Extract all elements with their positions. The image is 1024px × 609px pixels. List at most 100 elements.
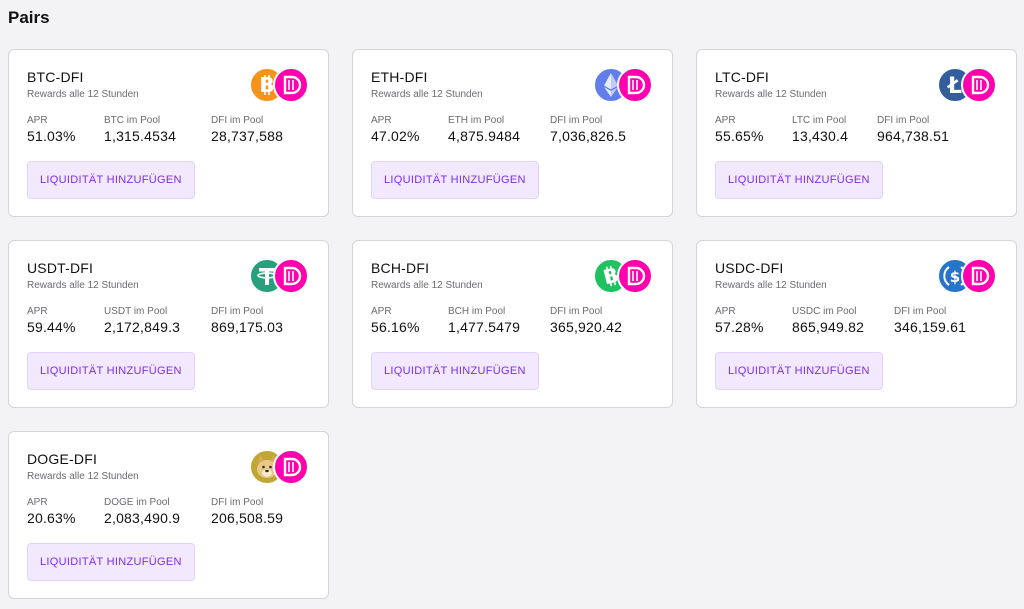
dfi-pool-value: 869,175.03 [211, 319, 284, 335]
pair-subtitle: Rewards alle 12 Stunden [715, 280, 827, 291]
token-pool-label: BCH im Pool [448, 306, 506, 317]
dfi-pool-stat: DFI im Pool 28,737,588 [211, 115, 283, 144]
dfi-icon [273, 449, 309, 485]
token-pool-stat: LTC im Pool 13,430.4 [792, 115, 855, 144]
svg-text:Ł: Ł [947, 74, 962, 99]
pair-stats: APR 55.65% LTC im Pool 13,430.4 DFI im P… [715, 115, 998, 144]
token-pool-value: 13,430.4 [792, 128, 849, 144]
apr-stat: APR 51.03% [27, 115, 82, 144]
token-pool-label: ETH im Pool [448, 115, 505, 126]
apr-value: 51.03% [27, 128, 76, 144]
token-pool-stat: DOGE im Pool 2,083,490.9 [104, 497, 189, 526]
pair-subtitle: Rewards alle 12 Stunden [27, 89, 139, 100]
apr-stat: APR 57.28% [715, 306, 770, 335]
pair-subtitle: Rewards alle 12 Stunden [715, 89, 827, 100]
pair-subtitle: Rewards alle 12 Stunden [371, 280, 483, 291]
pairs-grid: BTC-DFI Rewards alle 12 Stunden APR 51.0… [8, 49, 1017, 599]
token-pool-stat: USDT im Pool 2,172,849.3 [104, 306, 189, 335]
token-pool-label: USDC im Pool [792, 306, 857, 317]
apr-value: 56.16% [371, 319, 420, 335]
pair-icons [593, 67, 653, 103]
token-pool-value: 2,172,849.3 [104, 319, 181, 335]
page-title: Pairs [8, 8, 50, 27]
apr-label: APR [371, 306, 392, 317]
token-pool-stat: ETH im Pool 4,875.9484 [448, 115, 528, 144]
pair-name: LTC-DFI [715, 69, 770, 85]
add-liquidity-button[interactable]: LIQUIDITÄT HINZUFÜGEN [27, 352, 195, 390]
add-liquidity-button[interactable]: LIQUIDITÄT HINZUFÜGEN [371, 161, 539, 199]
token-pool-value: 865,949.82 [792, 319, 865, 335]
pair-stats: APR 47.02% ETH im Pool 4,875.9484 DFI im… [371, 115, 654, 144]
dfi-pool-stat: DFI im Pool 7,036,826.5 [550, 115, 626, 144]
dfi-pool-stat: DFI im Pool 964,738.51 [877, 115, 949, 144]
pair-card-doge-dfi: DOGE-DFI Rewards alle 12 Stunden APR 20.… [8, 431, 329, 599]
dfi-icon [273, 67, 309, 103]
dfi-pool-label: DFI im Pool [211, 115, 264, 126]
apr-label: APR [371, 115, 392, 126]
pair-name: USDC-DFI [715, 260, 784, 276]
token-pool-label: USDT im Pool [104, 306, 168, 317]
pair-icons: B [249, 67, 309, 103]
pair-subtitle: Rewards alle 12 Stunden [371, 89, 483, 100]
dfi-pool-value: 28,737,588 [211, 128, 284, 144]
dfi-pool-label: DFI im Pool [550, 306, 603, 317]
dfi-icon [617, 258, 653, 294]
pair-name: BCH-DFI [371, 260, 430, 276]
dfi-pool-stat: DFI im Pool 206,508.59 [211, 497, 283, 526]
apr-value: 57.28% [715, 319, 764, 335]
dfi-pool-value: 7,036,826.5 [550, 128, 627, 144]
token-pool-stat: USDC im Pool 865,949.82 [792, 306, 872, 335]
dfi-pool-label: DFI im Pool [894, 306, 947, 317]
apr-label: APR [715, 115, 736, 126]
dfi-pool-value: 964,738.51 [877, 128, 950, 144]
pair-card-bch-dfi: BCH-DFI Rewards alle 12 Stunden APR 56.1… [352, 240, 673, 408]
apr-label: APR [27, 497, 48, 508]
dfi-pool-label: DFI im Pool [877, 115, 930, 126]
add-liquidity-button[interactable]: LIQUIDITÄT HINZUFÜGEN [715, 352, 883, 390]
pair-icons [249, 449, 309, 485]
apr-stat: APR 56.16% [371, 306, 426, 335]
pair-stats: APR 59.44% USDT im Pool 2,172,849.3 DFI … [27, 306, 310, 335]
token-pool-value: 1,477.5479 [448, 319, 521, 335]
pair-icons: Ł [937, 67, 997, 103]
pair-name: USDT-DFI [27, 260, 94, 276]
apr-value: 47.02% [371, 128, 420, 144]
dfi-pool-label: DFI im Pool [550, 115, 603, 126]
token-pool-stat: BCH im Pool 1,477.5479 [448, 306, 528, 335]
pair-subtitle: Rewards alle 12 Stunden [27, 280, 139, 291]
apr-label: APR [715, 306, 736, 317]
dfi-pool-value: 346,159.61 [894, 319, 967, 335]
dfi-icon [273, 258, 309, 294]
dfi-pool-stat: DFI im Pool 869,175.03 [211, 306, 283, 335]
pair-stats: APR 51.03% BTC im Pool 1,315.4534 DFI im… [27, 115, 310, 144]
add-liquidity-button[interactable]: LIQUIDITÄT HINZUFÜGEN [27, 543, 195, 581]
pair-icons: B [593, 258, 653, 294]
apr-value: 59.44% [27, 319, 76, 335]
apr-stat: APR 47.02% [371, 115, 426, 144]
dfi-icon [961, 67, 997, 103]
apr-label: APR [27, 115, 48, 126]
dfi-icon [961, 258, 997, 294]
token-pool-value: 4,875.9484 [448, 128, 521, 144]
pair-icons: $ [937, 258, 997, 294]
pair-name: BTC-DFI [27, 69, 84, 85]
token-pool-value: 1,315.4534 [104, 128, 177, 144]
token-pool-label: DOGE im Pool [104, 497, 170, 508]
dfi-pool-stat: DFI im Pool 365,920.42 [550, 306, 622, 335]
pair-subtitle: Rewards alle 12 Stunden [27, 471, 139, 482]
svg-text:$: $ [950, 268, 960, 286]
dfi-pool-value: 365,920.42 [550, 319, 623, 335]
add-liquidity-button[interactable]: LIQUIDITÄT HINZUFÜGEN [715, 161, 883, 199]
pair-card-ltc-dfi: LTC-DFI Rewards alle 12 Stunden APR 55.6… [696, 49, 1017, 217]
apr-stat: APR 20.63% [27, 497, 82, 526]
add-liquidity-button[interactable]: LIQUIDITÄT HINZUFÜGEN [371, 352, 539, 390]
token-pool-label: LTC im Pool [792, 115, 847, 126]
token-pool-label: BTC im Pool [104, 115, 161, 126]
pair-name: DOGE-DFI [27, 451, 98, 467]
pair-stats: APR 57.28% USDC im Pool 865,949.82 DFI i… [715, 306, 998, 335]
apr-stat: APR 59.44% [27, 306, 82, 335]
pair-card-btc-dfi: BTC-DFI Rewards alle 12 Stunden APR 51.0… [8, 49, 329, 217]
pair-card-usdt-dfi: USDT-DFI Rewards alle 12 Stunden APR 59.… [8, 240, 329, 408]
pair-stats: APR 20.63% DOGE im Pool 2,083,490.9 DFI … [27, 497, 310, 526]
add-liquidity-button[interactable]: LIQUIDITÄT HINZUFÜGEN [27, 161, 195, 199]
